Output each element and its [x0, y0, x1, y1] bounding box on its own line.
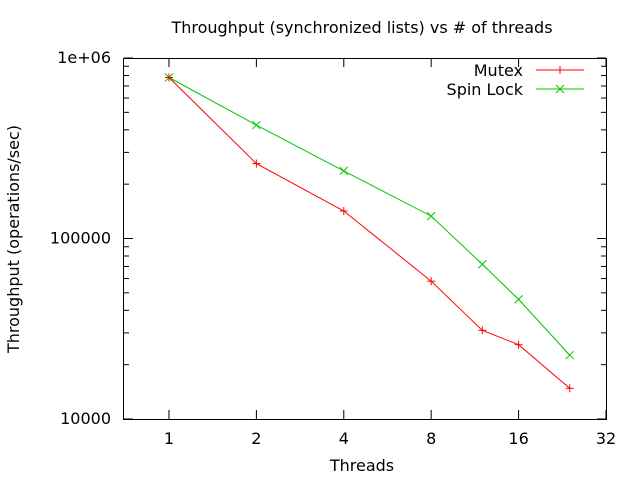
data-point-spin-lock	[565, 350, 575, 360]
data-point-mutex	[565, 384, 574, 393]
y-tick-label: 100000	[50, 229, 111, 248]
y-tick-label: 1e+06	[57, 48, 111, 67]
x-tick-label: 8	[426, 429, 436, 448]
series-line-mutex	[168, 77, 571, 389]
data-point-mutex	[252, 159, 261, 168]
data-point-spin-lock	[252, 120, 261, 130]
x-tick-label: 1	[164, 429, 174, 448]
data-point-mutex	[514, 340, 523, 349]
data-point-spin-lock	[514, 295, 523, 304]
x-tick-label: 32	[596, 429, 616, 448]
y-axis-label: Throughput (operations/sec)	[4, 125, 23, 354]
x-tick-label: 4	[339, 429, 349, 448]
plot-frame	[123, 58, 607, 420]
legend-label-mutex: Mutex	[474, 61, 523, 80]
data-point-spin-lock	[477, 259, 487, 269]
x-axis-label: Threads	[329, 456, 394, 475]
legend-label-spin-lock: Spin Lock	[447, 80, 524, 99]
data-point-mutex	[339, 207, 348, 216]
series-line-spin-lock	[168, 77, 571, 356]
data-point-spin-lock	[339, 166, 349, 176]
data-point-spin-lock	[426, 211, 436, 221]
x-tick-label: 16	[508, 429, 528, 448]
data-point-mutex	[164, 73, 173, 82]
y-tick-label: 10000	[60, 409, 111, 428]
chart-title: Throughput (synchronized lists) vs # of …	[170, 18, 552, 37]
y-axis: 10000 100000 1e+06	[50, 48, 606, 428]
legend-marker-mutex	[556, 66, 564, 74]
legend-marker-spin-lock	[555, 84, 565, 94]
series-layer	[164, 73, 575, 393]
data-point-mutex	[478, 326, 487, 335]
x-axis: 1 2 4 8 16 32	[164, 58, 616, 448]
x-tick-label: 2	[251, 429, 261, 448]
data-point-mutex	[427, 277, 436, 286]
